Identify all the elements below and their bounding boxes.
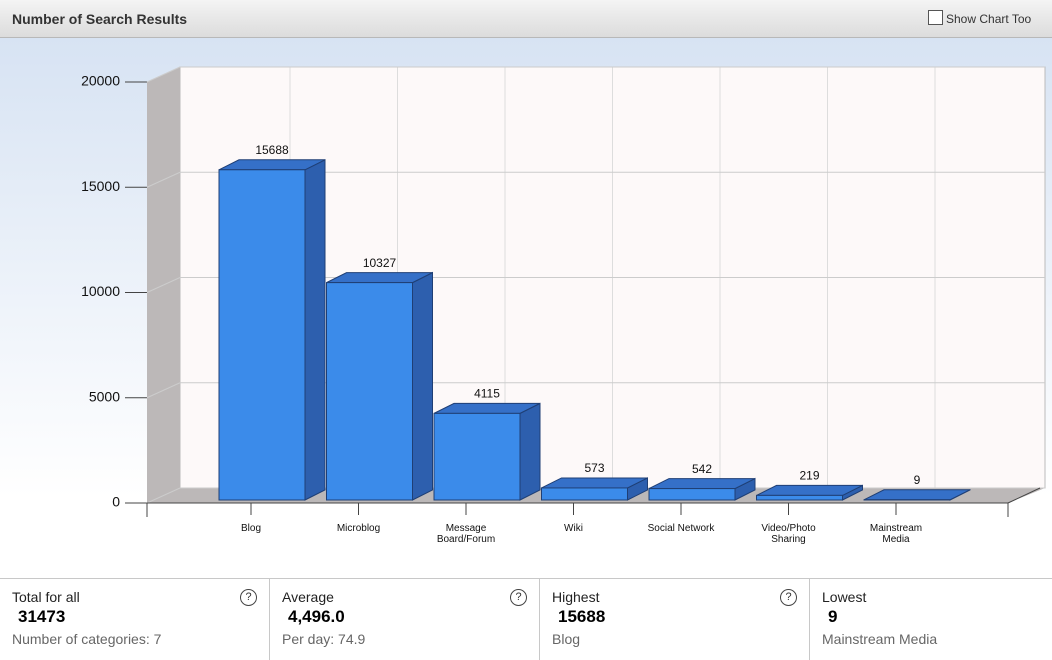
stat-label: Average	[282, 589, 334, 605]
stat-note: Blog	[552, 631, 581, 647]
bar-top	[541, 477, 648, 489]
bar	[648, 488, 736, 501]
bar	[218, 169, 306, 501]
grid-line	[146, 382, 181, 399]
header: Number of Search Results Show Chart Too	[0, 0, 1052, 38]
x-tick-label: Video/Photo Sharing	[761, 523, 816, 545]
y-tick-label: 0	[112, 494, 120, 510]
stat-cell: Total for all 31473 Number of categories: …	[0, 579, 270, 660]
x-tick-label: Blog	[240, 523, 261, 534]
chart-area: 0 5000 10000 15000 20000 15688 10327 4115 573 542…	[0, 38, 1052, 578]
bar	[326, 282, 413, 501]
toggle-label[interactable]: Show Chart Too	[946, 12, 1032, 26]
value-label: 9	[914, 473, 921, 487]
help-icon[interactable]: ?	[780, 589, 797, 606]
bar-top	[756, 484, 863, 496]
x-axis-end	[1007, 487, 1041, 504]
chart-toggle[interactable]: Show Chart Too	[928, 10, 1031, 26]
bar-side	[304, 158, 326, 501]
stat-value: 9	[828, 607, 838, 626]
stat-note: Mainstream Media	[822, 631, 938, 647]
y-tick-label: 20000	[81, 73, 120, 89]
bar	[433, 412, 521, 501]
value-label: 542	[692, 462, 712, 476]
stat-value: 31473	[18, 607, 66, 626]
x-tick-label: Message Board/Forum	[436, 523, 496, 545]
bar-top	[433, 402, 541, 414]
grid-line	[146, 66, 181, 83]
grid-line	[146, 487, 181, 504]
stat-cell: Average 4,496.0 Per day: 74.9?	[270, 579, 540, 660]
bar	[756, 494, 843, 501]
bar-top	[218, 159, 326, 171]
bar-side	[519, 402, 541, 501]
stats-panel: Total for all 31473 Number of categories: …	[0, 578, 1052, 660]
stat-value: 15688	[558, 607, 606, 626]
stat-note: Number of categories: 7	[12, 631, 162, 647]
value-label: 15688	[255, 143, 289, 157]
value-label: 10327	[363, 256, 397, 270]
bar-top	[863, 489, 971, 501]
y-tick-label: 5000	[89, 388, 120, 404]
header-title: Number of Search Results	[12, 11, 188, 27]
value-label: 573	[584, 461, 604, 475]
grid-line	[146, 277, 181, 293]
help-icon[interactable]: ?	[240, 589, 257, 606]
bar	[541, 487, 628, 501]
stat-note: Per day: 74.9	[282, 631, 366, 647]
bar-top	[648, 478, 756, 490]
bar-side	[412, 271, 433, 501]
stat-value: 4,496.0	[288, 607, 345, 626]
x-tick-label: Wiki	[564, 523, 583, 534]
chart: 0 5000 10000 15000 20000 15688 10327 4115 573 542…	[81, 66, 1046, 517]
x-tick-label: Social Network	[647, 523, 715, 534]
stat-label: Lowest	[822, 589, 867, 605]
x-tick-label: Mainstream Media	[869, 523, 923, 545]
value-label: 4115	[474, 387, 500, 401]
stat-label: Total for all	[12, 589, 80, 605]
y-tick-label: 15000	[81, 178, 120, 194]
bar-top	[326, 272, 433, 284]
help-icon[interactable]: ?	[510, 589, 527, 606]
y-tick-label: 10000	[81, 283, 120, 299]
grid-line	[146, 171, 181, 188]
x-tick-label: Microblog	[336, 523, 381, 534]
stat-cell: Highest 15688 Blog?	[540, 579, 810, 660]
value-label: 219	[799, 469, 819, 483]
stat-cell: Lowest 9 Mainstream Media	[810, 579, 1052, 660]
stat-label: Highest	[552, 589, 600, 605]
